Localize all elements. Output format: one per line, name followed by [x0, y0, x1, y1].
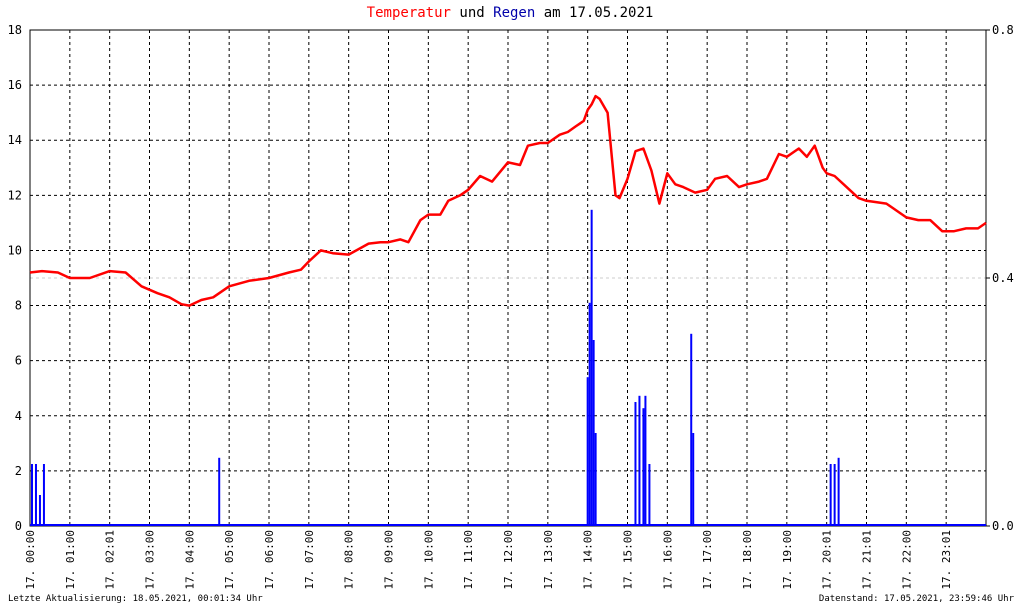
x-tick-label: 17. 14:00 [582, 530, 595, 590]
rain-bar [648, 464, 651, 526]
rain-bar [592, 340, 595, 526]
footer-data-status: Datenstand: 17.05.2021, 23:59:46 Uhr [818, 594, 1014, 604]
rain-bar [638, 395, 641, 526]
rain-bar [644, 395, 647, 526]
rain-bar [586, 377, 589, 526]
y-left-tick-label: 4 [15, 409, 22, 423]
x-tick-label: 17. 07:00 [303, 530, 316, 590]
title-rain: Regen [493, 5, 536, 21]
rain-bar [829, 464, 832, 526]
y-left-tick-label: 2 [15, 464, 22, 478]
rain-bar [218, 457, 221, 526]
rain-bar [837, 457, 840, 526]
y-left-tick-label: 18 [8, 23, 22, 37]
y-right-tick-label: 0.8 [992, 23, 1014, 37]
x-tick-label: 17. 11:00 [462, 530, 475, 590]
x-tick-label: 17. 10:00 [422, 530, 435, 590]
x-tick-label: 17. 15:00 [622, 530, 635, 590]
x-tick-label: 17. 03:00 [144, 530, 157, 590]
y-left-tick-label: 14 [8, 133, 22, 147]
x-tick-label: 17. 04:00 [183, 530, 196, 590]
x-tick-label: 17. 20:01 [821, 530, 834, 590]
rain-bar [642, 408, 645, 526]
x-tick-label: 17. 00:00 [24, 530, 37, 590]
x-tick-label: 17. 17:00 [701, 530, 714, 590]
y-right-tick-label: 0.0 [992, 519, 1014, 533]
y-left-tick-label: 6 [15, 354, 22, 368]
x-tick-label: 17. 02:01 [104, 530, 117, 590]
x-tick-label: 17. 21:01 [861, 530, 874, 590]
x-tick-label: 17. 18:00 [741, 530, 754, 590]
y-left-tick-label: 16 [8, 78, 22, 92]
rain-bar [588, 302, 591, 526]
x-tick-label: 17. 23:01 [940, 530, 953, 590]
rain-bar [690, 333, 693, 526]
x-tick-label: 17. 19:00 [781, 530, 794, 590]
x-tick-label: 17. 09:00 [383, 530, 396, 590]
rain-bar [42, 464, 45, 526]
y-left-tick-label: 12 [8, 188, 22, 202]
y-left-tick-label: 10 [8, 243, 22, 257]
temperature-line [29, 94, 987, 307]
rain-bar [634, 402, 637, 526]
x-tick-label: 17. 05:00 [223, 530, 236, 590]
x-tick-label: 17. 01:00 [64, 530, 77, 590]
rain-bar [38, 495, 41, 526]
title-date: am 17.05.2021 [543, 5, 654, 21]
title-and: und [459, 5, 485, 21]
rain-bar [34, 464, 37, 526]
rain-bar [594, 433, 597, 526]
chart-title: Temperatur und Regen am 17.05.2021 [0, 5, 1020, 21]
y-left-tick-label: 8 [15, 299, 22, 313]
x-tick-label: 17. 08:00 [343, 530, 356, 590]
x-tick-label: 17. 12:00 [502, 530, 515, 590]
rain-bar [590, 209, 593, 527]
footer-last-update: Letzte Aktualisierung: 18.05.2021, 00:01… [8, 594, 263, 604]
y-right-tick-label: 0.4 [992, 271, 1014, 285]
x-tick-label: 17. 16:00 [661, 530, 674, 590]
rain-bar [30, 464, 33, 526]
title-temperature: Temperatur [366, 5, 451, 21]
x-tick-label: 17. 22:00 [900, 530, 913, 590]
y-left-tick-label: 0 [15, 519, 22, 533]
x-tick-label: 17. 13:00 [542, 530, 555, 590]
rain-bar [692, 433, 695, 526]
rain-bar [833, 464, 836, 526]
x-tick-label: 17. 06:00 [263, 530, 276, 590]
